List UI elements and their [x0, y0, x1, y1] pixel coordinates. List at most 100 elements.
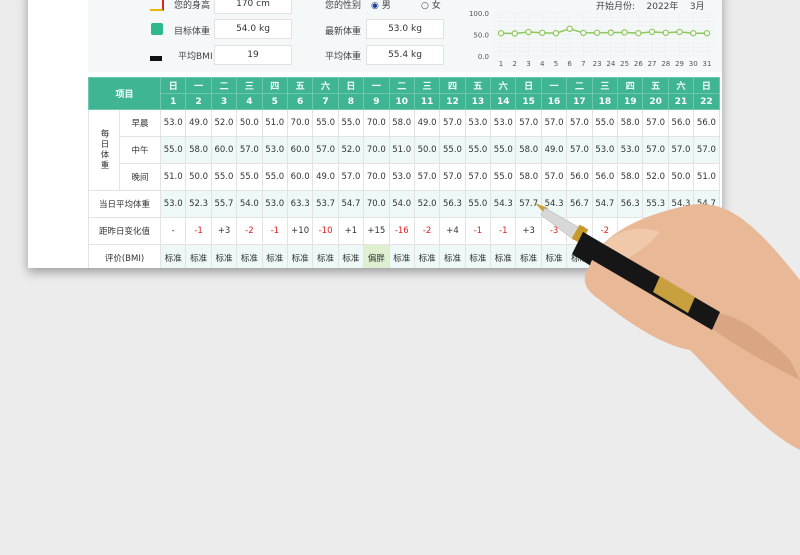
avg-cell[interactable]: 56.3 — [617, 190, 644, 218]
weekday-header: 二 — [566, 77, 593, 94]
data-point — [621, 29, 628, 36]
bmi-cell: 标准 — [464, 244, 492, 268]
avg-cell[interactable]: 56.3 — [439, 190, 466, 218]
avg-field: 55.4 kg — [366, 45, 444, 65]
bmi-cell: 标准 — [337, 244, 365, 268]
day-header: 19 — [617, 93, 644, 110]
bmi-icon — [150, 49, 162, 61]
x-tick-label: 2 — [512, 60, 516, 68]
avg-cell[interactable]: 70.0 — [363, 190, 390, 218]
avg-cell[interactable]: 63.3 — [286, 190, 314, 218]
day-header: 2 — [185, 93, 212, 110]
bmi-cell: 标准 — [210, 244, 238, 268]
data-point — [552, 30, 560, 37]
avg-cell[interactable]: 55.0 — [464, 190, 492, 218]
data-point — [703, 30, 711, 37]
gender-male-radio[interactable]: ◉ 男 — [371, 1, 391, 11]
weight-cell[interactable]: 58.0 — [617, 109, 644, 137]
weight-cell[interactable]: 57.0 — [642, 136, 669, 164]
x-tick-label: 27 — [648, 60, 657, 68]
avg-cell[interactable]: 54.7 — [591, 190, 619, 218]
x-tick-label: 26 — [634, 60, 643, 68]
x-tick-label: 29 — [675, 60, 684, 68]
start-month-value[interactable]: 3月 — [689, 2, 705, 12]
bmi-field: 19 — [214, 45, 292, 65]
weight-cell[interactable]: 53.0 — [261, 136, 288, 164]
day-header: 18 — [591, 93, 619, 110]
x-tick-label: 25 — [620, 60, 629, 68]
weight-cell[interactable]: 57.0 — [439, 163, 466, 191]
change-cell[interactable]: -1 — [261, 217, 288, 245]
avg-cell[interactable]: 53.7 — [312, 190, 339, 218]
weight-table: 项目日一二三四五六日一二三四五六日一二三四五六日 1 2 3 4 5 6 7 8 9 10 11 12 1… — [88, 77, 720, 268]
avg-cell[interactable]: 54.0 — [388, 190, 415, 218]
weight-cell[interactable]: 58.0 — [185, 136, 212, 164]
avg-cell[interactable]: 54.3 — [490, 190, 517, 218]
weight-cell[interactable]: 55.0 — [159, 136, 187, 164]
weight-cell[interactable]: 50.0 — [413, 136, 441, 164]
start-label: 开始月份: — [596, 2, 636, 12]
target-field[interactable]: 54.0 kg — [214, 19, 292, 39]
weight-cell[interactable]: 53.0 — [388, 163, 415, 191]
day-header: 7 — [312, 93, 339, 110]
weight-cell[interactable]: 49.0 — [540, 136, 568, 164]
bmi-cell: 标准 — [515, 244, 542, 268]
table-row: 每日体重 早晨 53.0 49.0 52.0 50.0 51.0 70.0 55.0 55.0 70… — [88, 109, 720, 191]
start-year[interactable]: 2022年 — [646, 2, 679, 12]
data-point — [593, 29, 601, 36]
avg-cell[interactable]: 52.0 — [413, 190, 441, 218]
avg-cell[interactable]: 55.7 — [210, 190, 238, 218]
avg-cell[interactable]: 57.7 — [515, 190, 542, 218]
weight-cell[interactable]: 57.0 — [439, 109, 466, 137]
avg-cell[interactable]: 52.3 — [185, 190, 212, 218]
weight-cell[interactable]: 57.0 — [693, 136, 720, 164]
weight-cell[interactable]: 55.0 — [261, 163, 288, 191]
x-tick-label: 31 — [703, 60, 712, 68]
weight-cell[interactable]: 57.0 — [413, 163, 441, 191]
day-header: 14 — [490, 93, 517, 110]
weight-cell[interactable]: 60.0 — [286, 136, 314, 164]
weight-cell[interactable]: 53.0 — [591, 136, 619, 164]
x-tick-label: 6 — [567, 60, 572, 68]
x-tick-label: 4 — [540, 60, 545, 68]
weekday-header: 六 — [667, 77, 695, 94]
weight-cell[interactable]: 57.0 — [566, 109, 593, 137]
weight-cell[interactable]: 50.0 — [236, 109, 263, 137]
weight-cell[interactable]: 56.0 — [566, 163, 593, 191]
gender-female-radio[interactable]: ○ 女 — [421, 1, 441, 11]
day-header: 13 — [464, 93, 492, 110]
latest-field: 53.0 kg — [366, 19, 444, 39]
avg-cell[interactable]: 54.7 — [337, 190, 365, 218]
weight-cell[interactable]: 53.0 — [617, 136, 644, 164]
y-tick-label: 100.0 — [469, 10, 489, 18]
data-point — [662, 29, 669, 36]
change-cell[interactable]: -2 — [413, 217, 441, 245]
change-cell[interactable]: +4 — [439, 217, 466, 245]
y-tick-label: 50.0 — [473, 32, 489, 40]
avg-cell[interactable]: 53.0 — [261, 190, 288, 218]
gender-male-label: 男 — [381, 1, 391, 11]
weight-cell[interactable]: 57.0 — [566, 136, 593, 164]
weight-cell[interactable]: 50.0 — [667, 163, 695, 191]
weight-cell[interactable]: 58.0 — [388, 109, 415, 137]
avg-cell[interactable]: 54.0 — [236, 190, 263, 218]
start-month: 开始月份: 2022年 3月 — [596, 2, 705, 13]
weight-cell[interactable]: 60.0 — [210, 136, 238, 164]
item-header: 项目 — [88, 77, 161, 110]
weight-cell[interactable]: 57.0 — [642, 109, 669, 137]
weight-cell[interactable]: 51.0 — [388, 136, 415, 164]
weight-cell[interactable]: 56.0 — [693, 109, 720, 137]
pen-band-icon — [653, 276, 695, 313]
weight-cell[interactable]: 70.0 — [363, 136, 390, 164]
weight-cell[interactable]: 53.0 — [464, 109, 492, 137]
weight-cell[interactable]: 55.0 — [464, 136, 492, 164]
weight-cell[interactable]: 55.0 — [312, 109, 339, 137]
table-row: 当日平均体重 53.0 52.3 55.7 54.0 53.0 63.3 53.7 54.7 70… — [88, 190, 720, 218]
weekday-header: 五 — [464, 77, 492, 94]
weight-cell[interactable]: 57.0 — [515, 109, 542, 137]
height-field[interactable]: 170 cm — [214, 0, 292, 14]
weight-cell[interactable]: 55.0 — [490, 136, 517, 164]
weight-cell[interactable]: 49.0 — [413, 109, 441, 137]
change-cell[interactable]: +15 — [363, 217, 390, 245]
